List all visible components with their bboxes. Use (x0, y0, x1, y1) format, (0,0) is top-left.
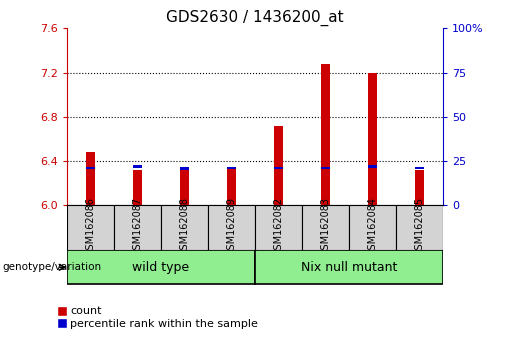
Bar (415, 170, 424, 205)
Bar (302, 205, 349, 250)
Bar (67, 205, 114, 250)
Text: wild type: wild type (132, 261, 190, 274)
Bar (274, 167, 283, 169)
Bar (274, 126, 283, 205)
Bar (67, 250, 255, 284)
Text: GSM162086: GSM162086 (85, 197, 95, 256)
Bar (255, 250, 443, 284)
Text: GSM162087: GSM162087 (132, 197, 143, 256)
Bar (396, 205, 443, 250)
Bar (133, 170, 142, 205)
Bar (180, 167, 188, 205)
Legend: count, percentile rank within the sample: count, percentile rank within the sample (57, 307, 258, 329)
Text: genotype/variation: genotype/variation (3, 262, 101, 272)
Bar (86, 167, 95, 169)
Bar (161, 205, 208, 250)
Text: GSM162088: GSM162088 (179, 197, 190, 256)
Text: GSM162089: GSM162089 (227, 197, 236, 256)
Bar (86, 152, 95, 205)
Bar (208, 205, 255, 250)
Text: GSM162084: GSM162084 (367, 197, 377, 256)
Text: GSM162085: GSM162085 (415, 197, 424, 256)
Text: GSM162082: GSM162082 (273, 197, 283, 256)
Bar (415, 167, 424, 169)
Bar (368, 165, 376, 168)
Bar (368, 73, 376, 205)
Bar (227, 167, 236, 169)
Bar (114, 205, 161, 250)
Text: Nix null mutant: Nix null mutant (301, 261, 397, 274)
Bar (180, 167, 188, 170)
Bar (349, 205, 396, 250)
Text: GSM162083: GSM162083 (320, 197, 331, 256)
Bar (133, 165, 142, 168)
Bar (255, 205, 302, 250)
Bar (321, 64, 330, 205)
Bar (227, 167, 236, 205)
Title: GDS2630 / 1436200_at: GDS2630 / 1436200_at (166, 9, 344, 25)
Bar (321, 167, 330, 169)
